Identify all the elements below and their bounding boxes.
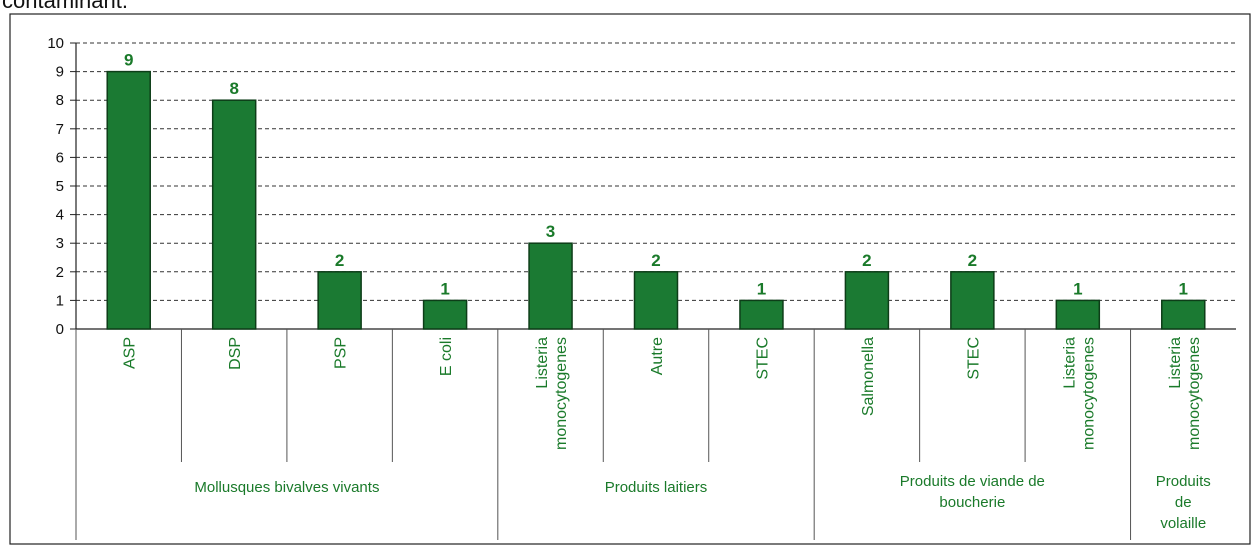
category-label-line: E coli	[438, 337, 455, 376]
category-label: STEC	[754, 337, 771, 380]
bar	[950, 271, 995, 330]
gridlines	[76, 42, 1236, 301]
category-label-line: STEC	[965, 337, 982, 380]
y-tick-label: 8	[56, 92, 64, 109]
data-label: 2	[862, 251, 871, 270]
data-label: 9	[124, 51, 133, 70]
group-label: Produits laitiers	[605, 479, 708, 496]
chart-border	[9, 13, 1251, 545]
category-label-line: monocytogenes	[1080, 337, 1097, 450]
group-label: volaille	[1160, 515, 1206, 532]
category-label: Listeria monocytogenes	[534, 337, 570, 450]
bar	[739, 299, 784, 330]
y-tick-label: 9	[56, 64, 64, 81]
category-label: Salmonella	[860, 337, 877, 416]
y-tick-label: 0	[56, 321, 64, 338]
data-label: 2	[335, 251, 344, 270]
y-tick-label: 7	[56, 121, 64, 138]
category-label-line: Listeria	[1061, 337, 1078, 389]
data-label: 2	[651, 251, 660, 270]
data-label: 3	[546, 222, 555, 241]
bar	[1161, 299, 1206, 330]
data-label: 1	[757, 279, 766, 298]
data-label: 8	[229, 79, 238, 98]
data-label: 2	[968, 251, 977, 270]
category-label-line: DSP	[227, 337, 244, 370]
category-label-line: ASP	[122, 337, 139, 369]
category-label-line: STEC	[754, 337, 771, 380]
category-label: Autre	[649, 337, 666, 375]
bar	[422, 299, 468, 330]
category-label-line: PSP	[333, 337, 350, 369]
category-label: E coli	[438, 337, 455, 376]
group-label: Produits de viande de	[900, 473, 1045, 490]
category-label-line: Salmonella	[860, 337, 877, 416]
bar	[211, 99, 257, 330]
page-heading-fragment: contaminant.	[2, 0, 128, 13]
category-label-line: monocytogenes	[553, 337, 570, 450]
y-tick-label: 3	[56, 235, 64, 252]
category-label: Listeria monocytogenes	[1061, 337, 1097, 450]
category-label: DSP	[227, 337, 244, 370]
category-label: ASP	[122, 337, 139, 369]
y-axis: 0 1 2 3 4 5 6 7 8 9 10	[47, 35, 1236, 338]
y-tick-label: 2	[56, 264, 64, 281]
y-tick-label: 1	[56, 292, 64, 309]
y-tick-label: 5	[56, 178, 64, 195]
bars	[106, 70, 1206, 330]
data-label: 1	[1179, 279, 1188, 298]
category-label-line: Listeria	[534, 337, 551, 389]
group-label: Produits	[1156, 473, 1211, 490]
category-label: STEC	[965, 337, 982, 380]
data-label: 1	[1073, 279, 1082, 298]
bar	[106, 70, 151, 330]
y-tick-label: 10	[47, 35, 64, 52]
group-label: de	[1175, 494, 1192, 511]
group-label: Mollusques bivalves vivants	[194, 479, 379, 496]
group-label: boucherie	[939, 494, 1005, 511]
data-label: 1	[440, 279, 449, 298]
category-label: Listeria monocytogenes	[1167, 337, 1203, 450]
category-label-line: Listeria	[1167, 337, 1184, 389]
category-axis: ASP DSP PSP E coli Listeria monocytogenes Autr…	[75, 329, 1203, 540]
bar	[633, 271, 679, 330]
category-label-line: Autre	[649, 337, 666, 375]
group-axis: Mollusques bivalves vivants Produits lait…	[194, 473, 1210, 532]
bar	[317, 271, 362, 330]
y-tick-label: 6	[56, 149, 64, 166]
bar	[1055, 299, 1101, 330]
category-label: PSP	[333, 337, 350, 369]
category-label-line: monocytogenes	[1186, 337, 1203, 450]
y-tick-label: 4	[56, 207, 64, 224]
bar	[528, 242, 573, 330]
bar	[844, 271, 890, 330]
data-labels: 9 8 2 1 3 2 1 2 2 1 1	[124, 51, 1188, 299]
